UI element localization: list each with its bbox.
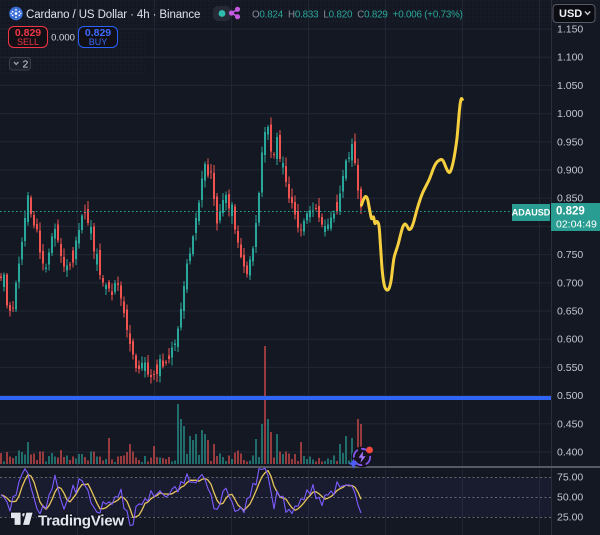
svg-text:ADAUSD: ADAUSD <box>512 208 551 218</box>
svg-text:0.829: 0.829 <box>556 206 585 218</box>
svg-text:0.600: 0.600 <box>557 334 583 346</box>
svg-text:0.700: 0.700 <box>557 277 583 289</box>
svg-text:0.829: 0.829 <box>85 27 111 39</box>
svg-text:1.000: 1.000 <box>557 108 583 120</box>
svg-text:1.100: 1.100 <box>557 52 583 64</box>
svg-text:O0.824 H0.833 L0.820: O0.824 H0.833 L0.820 C0.829 +0.006 (+0.7… <box>252 10 463 21</box>
svg-text:0.650: 0.650 <box>557 306 583 318</box>
svg-text:0.950: 0.950 <box>557 136 583 148</box>
svg-text:0.750: 0.750 <box>557 249 583 261</box>
svg-text:0.829: 0.829 <box>15 27 41 39</box>
svg-text:SELL: SELL <box>17 37 39 47</box>
svg-text:0.500: 0.500 <box>557 390 583 402</box>
svg-text:0.900: 0.900 <box>557 165 583 177</box>
svg-text:1.150: 1.150 <box>557 24 583 36</box>
svg-text:50.00: 50.00 <box>557 492 583 504</box>
svg-text:75.00: 75.00 <box>557 472 583 484</box>
svg-text:BUY: BUY <box>89 37 108 47</box>
svg-text:0.450: 0.450 <box>557 418 583 430</box>
svg-text:2: 2 <box>23 59 29 71</box>
svg-text:02:04:49: 02:04:49 <box>556 219 597 231</box>
svg-text:0.850: 0.850 <box>557 193 583 205</box>
svg-text:0.000: 0.000 <box>51 33 75 44</box>
svg-text:USD: USD <box>559 8 582 20</box>
svg-text:TradingView: TradingView <box>38 512 124 529</box>
svg-text:Cardano / US Dollar · 4h · Bin: Cardano / US Dollar · 4h · Binance <box>26 9 200 21</box>
svg-text:0.400: 0.400 <box>557 447 583 459</box>
svg-text:1.050: 1.050 <box>557 80 583 92</box>
svg-text:0.550: 0.550 <box>557 362 583 374</box>
svg-text:25.00: 25.00 <box>557 512 583 524</box>
